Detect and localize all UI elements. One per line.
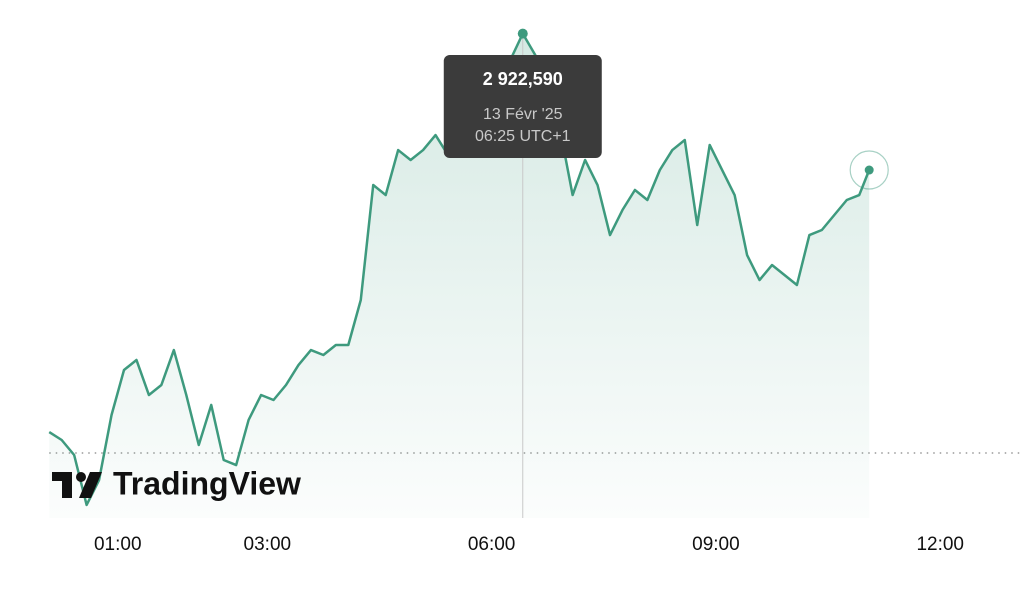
x-tick-label: 06:00	[468, 534, 516, 555]
tooltip-date: 13 Févr '25	[483, 106, 563, 123]
last-point	[864, 165, 874, 175]
x-tick-label: 09:00	[692, 534, 740, 555]
last-point-ring	[849, 150, 889, 190]
x-tick-label: 03:00	[244, 534, 292, 555]
brand-logo: TradingView	[52, 465, 301, 501]
x-tick-label: 12:00	[916, 534, 964, 555]
area	[49, 33, 870, 518]
tooltip-value: 2 922,590	[483, 69, 563, 89]
hover-point	[517, 28, 528, 39]
tooltip-box	[443, 55, 602, 158]
tooltip-time: 06:25 UTC+1	[475, 128, 571, 145]
x-tick-label: 01:00	[94, 534, 142, 555]
brand-name: TradingView	[113, 465, 301, 501]
